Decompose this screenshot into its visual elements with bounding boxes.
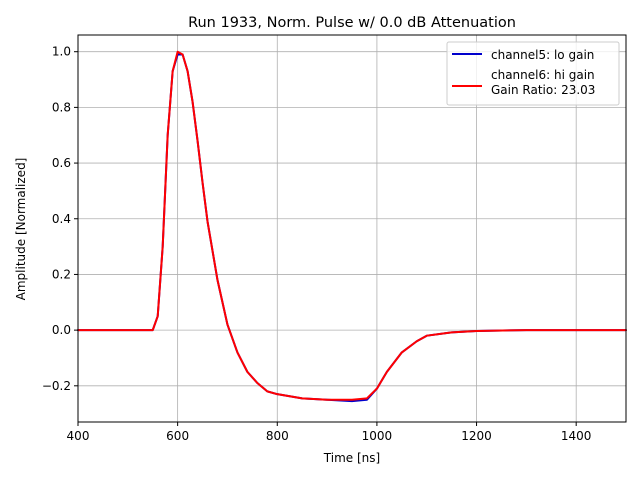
x-tick-label: 1000 bbox=[362, 429, 393, 443]
legend-label-line: Gain Ratio: 23.03 bbox=[491, 83, 595, 97]
x-tick-label: 1200 bbox=[461, 429, 492, 443]
y-tick-label: 1.0 bbox=[52, 45, 71, 59]
legend-box bbox=[446, 41, 620, 106]
x-tick-label: 400 bbox=[67, 429, 90, 443]
legend: channel5: lo gain channel6: hi gain Gain … bbox=[446, 41, 620, 106]
x-tick-label: 800 bbox=[266, 429, 289, 443]
legend-label-channel6: channel6: hi gain Gain Ratio: 23.03 bbox=[491, 68, 595, 97]
y-tick-label: 0.8 bbox=[52, 100, 71, 114]
y-tick-label: −0.2 bbox=[42, 379, 71, 393]
y-tick-label: 0.6 bbox=[52, 156, 71, 170]
x-axis-label: Time [ns] bbox=[323, 451, 380, 465]
legend-label-line: channel6: hi gain bbox=[491, 68, 595, 82]
series-line-channel5 bbox=[77, 53, 627, 403]
series-line-channel6 bbox=[77, 50, 627, 401]
y-tick-label: 0.0 bbox=[52, 323, 71, 337]
x-tick-label: 1400 bbox=[561, 429, 592, 443]
y-tick-label: 0.2 bbox=[52, 267, 71, 281]
plot-frame bbox=[77, 34, 627, 423]
x-axis-ticks: 400 600 800 1000 1200 1400 bbox=[67, 422, 592, 443]
y-axis-ticks: −0.2 0.0 0.2 0.4 0.6 0.8 1.0 bbox=[42, 45, 78, 393]
x-tick-label: 600 bbox=[166, 429, 189, 443]
y-tick-label: 0.4 bbox=[52, 212, 71, 226]
chart-title: Run 1933, Norm. Pulse w/ 0.0 dB Attenuat… bbox=[188, 15, 516, 31]
y-axis-label: Amplitude [Normalized] bbox=[14, 158, 28, 301]
legend-label-channel5: channel5: lo gain bbox=[491, 48, 594, 62]
series-group bbox=[77, 50, 627, 403]
